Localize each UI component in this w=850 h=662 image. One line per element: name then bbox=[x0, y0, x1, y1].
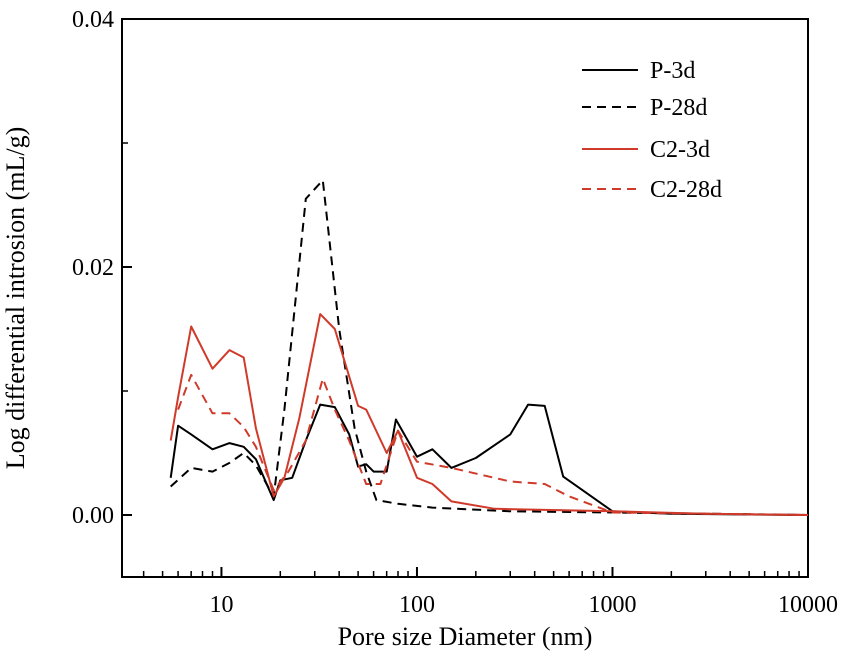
y-tick-label-1: 0.02 bbox=[72, 255, 114, 281]
x-tick-label-10000: 10000 bbox=[778, 592, 838, 618]
x-axis-title: Pore size Diameter (nm) bbox=[338, 622, 593, 651]
legend-label-c2-28d: C2-28d bbox=[650, 177, 722, 203]
legend-label-p-28d: P-28d bbox=[650, 95, 707, 121]
legend-label-c2-3d: C2-3d bbox=[650, 137, 710, 163]
y-axis-title: Log differential introsion (mL/g) bbox=[1, 127, 30, 470]
series-lines bbox=[169, 179, 809, 516]
plot-frame bbox=[121, 18, 809, 578]
y-tick-label-0: 0.00 bbox=[72, 503, 114, 529]
series-line-p-28d bbox=[170, 179, 809, 516]
x-tick-label-1000: 1000 bbox=[588, 592, 636, 618]
series-line-c2-3d bbox=[169, 313, 809, 516]
y-tick-label-2: 0.04 bbox=[72, 7, 114, 33]
series-line-c2-28d bbox=[177, 373, 809, 516]
x-tick-label-10: 10 bbox=[209, 592, 233, 618]
legend-label-p-3d: P-3d bbox=[650, 58, 695, 84]
legend: P-3d P-28d C2-3d C2-28d bbox=[582, 58, 722, 203]
series-line-p-3d bbox=[169, 403, 809, 516]
axes: 10 100 1000 10000 0.00 0.02 0.04 bbox=[72, 7, 838, 618]
x-tick-label-100: 100 bbox=[399, 592, 435, 618]
